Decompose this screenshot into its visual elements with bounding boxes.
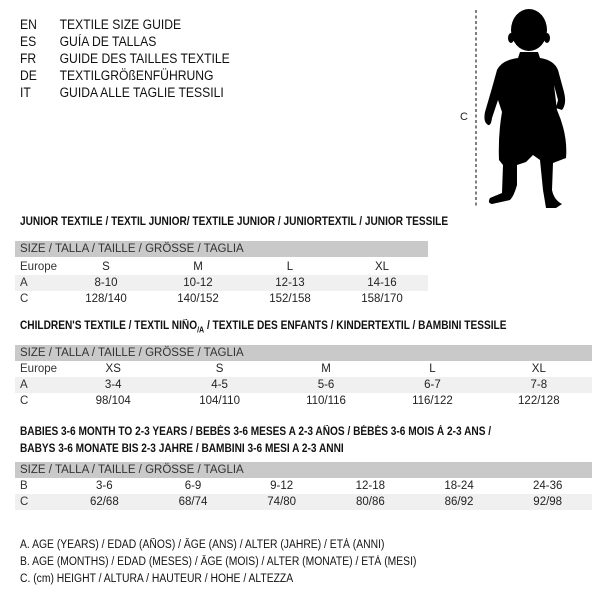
table-row: C 62/68 68/74 74/80 80/86 86/92 92/98 (15, 494, 592, 510)
table-cell: 9-12 (270, 480, 294, 492)
table-cell: 128/140 (85, 293, 127, 305)
table-cell: L (429, 363, 436, 375)
table-cell: S (215, 363, 224, 375)
table-header: SIZE / TALLA / TAILLE / GRÖSSE / TAGLIA (15, 241, 428, 257)
table-cell: 10-12 (183, 277, 213, 289)
table-cell: 7-8 (530, 379, 548, 391)
table-header: SIZE / TALLA / TAILLE / GRÖSSE / TAGLIA (15, 345, 592, 361)
lang-code: EN (20, 17, 37, 32)
table-cell: 4-5 (211, 379, 228, 391)
table-row: A 8-10 10-12 12-13 14-16 (15, 275, 428, 291)
title-text: GUIDA ALLE TAGLIE TESSILI (59, 85, 224, 100)
babies-section-title-line1: BABIES 3-6 MONTH TO 2-3 YEARS / BEBÉS 3-… (20, 426, 492, 438)
row-label: B (20, 480, 28, 492)
child-silhouette-figure: C (460, 9, 567, 208)
table-cell: 12-18 (355, 480, 386, 492)
lang-code: FR (20, 51, 37, 66)
table-row: C 128/140 140/152 152/158 158/170 (15, 291, 428, 307)
table-row: Europe S M L XL (15, 259, 428, 275)
table-cell: S (102, 261, 110, 273)
junior-section-title: JUNIOR TEXTILE / TEXTIL JUNIOR/ TEXTILE … (20, 216, 449, 228)
table-cell: XL (531, 363, 546, 375)
table-row: A 3-4 4-5 5-6 6-7 7-8 (15, 377, 592, 393)
table-cell: 74/80 (267, 496, 297, 508)
table-cell: 6-9 (184, 480, 202, 492)
table-row: B 3-6 6-9 9-12 12-18 18-24 24-36 (15, 478, 592, 494)
lang-code: DE (20, 68, 37, 83)
children-size-table: SIZE / TALLA / TAILLE / GRÖSSE / TAGLIA … (15, 345, 592, 409)
row-label: C (20, 395, 29, 407)
table-cell: 80/86 (355, 496, 385, 508)
title-subscript: /A (197, 325, 205, 335)
row-label: C (20, 293, 29, 305)
table-cell: 116/122 (412, 395, 453, 407)
title-text: TEXTILE SIZE GUIDE (59, 17, 182, 32)
table-row: C 98/104 104/110 110/116 116/122 122/128 (15, 393, 592, 409)
child-silhouette-icon (484, 9, 567, 208)
table-cell: M (193, 261, 203, 273)
height-label: C (460, 111, 468, 123)
legend-b: B. AGE (MONTHS) / EDAD (MESES) / ÂGE (MO… (20, 556, 417, 568)
table-header: SIZE / TALLA / TAILLE / GRÖSSE / TAGLIA (15, 462, 592, 478)
title-en: EN TEXTILE SIZE GUIDE (20, 16, 181, 33)
title-text: TEXTILGRÖßENFÜHRUNG (59, 68, 214, 83)
table-cell: 140/152 (177, 293, 219, 305)
table-cell: 86/92 (444, 496, 474, 508)
row-label: Europe (20, 261, 58, 273)
table-cell: 3-6 (96, 480, 113, 492)
table-cell: XL (374, 261, 390, 273)
title-part: / TEXTILE DES ENFANTS / KINDERTEXTIL / B… (204, 320, 507, 332)
table-cell: 18-24 (444, 480, 474, 492)
babies-section-title-line2: BABYS 3-6 MONATE BIS 2-3 JAHRE / BAMBINI… (20, 443, 344, 455)
table-cell: L (286, 261, 294, 273)
lang-code: ES (20, 34, 37, 49)
table-cell: 110/116 (306, 395, 346, 407)
title-part: CHILDREN'S TEXTILE / TEXTIL NIÑO (20, 320, 198, 332)
table-cell: 158/170 (361, 293, 403, 305)
row-label: A (20, 379, 28, 391)
table-cell: 104/110 (199, 395, 240, 407)
table-row: Europe XS S M L XL (15, 361, 592, 377)
lang-code: IT (20, 85, 31, 100)
table-cell: 14-16 (367, 277, 397, 289)
title-text: GUIDE DES TAILLES TEXTILE (59, 51, 230, 66)
children-section-title: CHILDREN'S TEXTILE / TEXTIL NIÑO/A / TEX… (20, 318, 506, 338)
title-fr: FR GUIDE DES TAILLES TEXTILE (20, 50, 230, 67)
babies-size-table: SIZE / TALLA / TAILLE / GRÖSSE / TAGLIA … (15, 462, 592, 510)
title-es: ES GUÍA DE TALLAS (20, 33, 156, 50)
row-label: A (20, 277, 28, 289)
title-it: IT GUIDA ALLE TAGLIE TESSILI (20, 84, 224, 101)
table-cell: 12-13 (275, 277, 305, 289)
table-cell: 3-4 (104, 379, 122, 391)
row-label: Europe (20, 363, 58, 375)
table-cell: 98/104 (95, 395, 131, 407)
table-cell: 24-36 (532, 480, 563, 492)
table-cell: M (321, 363, 331, 375)
row-label: C (20, 496, 29, 508)
table-cell: 8-10 (94, 277, 118, 289)
table-cell: 152/158 (269, 293, 311, 305)
title-text: GUÍA DE TALLAS (59, 34, 157, 49)
table-cell: XS (105, 363, 121, 375)
table-cell: 62/68 (89, 496, 119, 508)
junior-size-table: SIZE / TALLA / TAILLE / GRÖSSE / TAGLIA … (15, 241, 428, 307)
table-cell: 92/98 (533, 496, 563, 508)
table-cell: 6-7 (424, 379, 441, 391)
table-cell: 68/74 (178, 496, 208, 508)
table-cell: 5-6 (317, 379, 335, 391)
title-de: DE TEXTILGRÖßENFÜHRUNG (20, 67, 214, 84)
legend-a: A. AGE (YEARS) / EDAD (AÑOS) / ÂGE (ANS)… (20, 539, 385, 551)
table-cell: 122/128 (518, 395, 560, 407)
legend-c: C. (cm) HEIGHT / ALTURA / HAUTEUR / HÖHE… (20, 573, 294, 585)
